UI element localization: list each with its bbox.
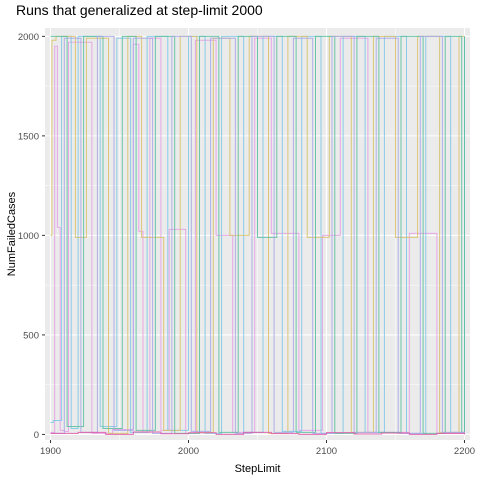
x-tick-label: 2200 [454,446,475,457]
x-tick-label: 2000 [178,446,199,457]
y-tick-label: 1000 [18,231,39,242]
series-line-4 [50,35,465,434]
y-axis-title: NumFailedCases [6,191,18,276]
series-line-5 [50,35,465,434]
series-layer [50,35,465,435]
series-line-3 [50,35,465,434]
axis-layer: 1900 2000 2100 2200 0 500 1000 1500 2000 [18,32,475,457]
y-tick-label: 0 [34,430,39,441]
y-tick-label: 500 [23,330,39,341]
y-tick-label: 1500 [18,131,39,142]
series-line-6 [50,431,465,435]
chart-title: Runs that generalized at step-limit 2000 [16,2,263,18]
x-tick-label: 2100 [316,446,337,457]
y-tick-label: 2000 [18,32,39,43]
x-tick-label: 1900 [40,446,61,457]
series-line-1 [50,37,465,434]
x-axis-title: StepLimit [235,463,281,475]
